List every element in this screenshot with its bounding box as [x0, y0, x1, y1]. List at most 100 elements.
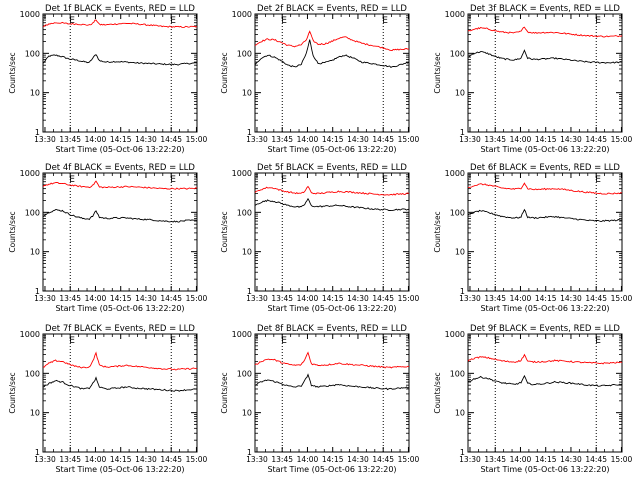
y-tick-label: 10	[242, 248, 252, 257]
x-tick-label: 14:45	[160, 135, 182, 144]
y-tick-label: 1	[35, 448, 40, 457]
x-tick-label: 14:00	[510, 135, 532, 144]
y-tick-label: 100	[25, 208, 40, 217]
events-series-line	[467, 374, 623, 387]
x-tick-label: 14:45	[160, 294, 182, 303]
x-tick-label: 13:30	[34, 135, 56, 144]
y-tick-label: 100	[237, 49, 252, 58]
y-tick-label: 10	[242, 409, 252, 418]
x-tick-label: 13:45	[271, 135, 293, 144]
panel-title: Det 4f BLACK = Events, RED = LLD	[45, 163, 195, 173]
panel-title: Det 1f BLACK = Events, RED = LLD	[45, 4, 195, 14]
plot-frame	[254, 333, 410, 453]
y-axis-label: Counts/sec	[220, 52, 229, 93]
events-series-line	[254, 373, 410, 391]
x-tick-label: 15:00	[398, 455, 420, 464]
x-axis-label: Start Time (05-Oct-06 13:22:20)	[267, 304, 396, 313]
x-tick-label: 14:45	[372, 294, 394, 303]
y-axis-label: Counts/sec	[433, 211, 442, 252]
event-marker-label: E	[281, 336, 287, 346]
y-tick-label: 1000	[20, 169, 40, 178]
x-tick-label: 14:30	[560, 294, 582, 303]
x-tick-label: 14:15	[535, 135, 557, 144]
plot-frame	[42, 333, 198, 453]
x-tick-label: 13:45	[484, 455, 506, 464]
plot-frame	[467, 333, 623, 453]
x-tick-label: 15:00	[611, 135, 633, 144]
y-tick-label: 1	[247, 287, 252, 296]
lld-series-line	[254, 30, 410, 51]
event-marker-label: E	[69, 175, 75, 185]
y-tick-label: 1	[247, 448, 252, 457]
x-tick-label: 14:00	[297, 135, 319, 144]
x-axis-label: Start Time (05-Oct-06 13:22:20)	[55, 304, 184, 313]
y-tick-label: 1	[35, 128, 40, 137]
y-tick-label: 100	[237, 208, 252, 217]
x-tick-label: 14:30	[347, 294, 369, 303]
y-tick-label: 1	[460, 448, 465, 457]
plot-frame	[467, 172, 623, 292]
y-tick-label: 100	[25, 369, 40, 378]
events-series-line	[254, 39, 410, 68]
x-tick-label: 14:15	[322, 294, 344, 303]
x-tick-label: 13:30	[246, 455, 268, 464]
lld-series-line	[467, 182, 623, 195]
x-tick-label: 13:45	[59, 294, 81, 303]
y-tick-label: 1000	[232, 10, 252, 19]
x-tick-label: 15:00	[186, 135, 208, 144]
y-tick-label: 10	[242, 89, 252, 98]
x-tick-label: 13:45	[59, 455, 81, 464]
panel-title: Det 2f BLACK = Events, RED = LLD	[257, 4, 407, 14]
y-axis-label: Counts/sec	[8, 372, 17, 413]
lld-series-line	[42, 351, 198, 371]
y-tick-label: 100	[25, 49, 40, 58]
panel-title: Det 8f BLACK = Events, RED = LLD	[257, 324, 407, 334]
y-tick-label: 10	[455, 248, 465, 257]
x-tick-label: 13:45	[59, 135, 81, 144]
x-tick-label: 14:30	[560, 455, 582, 464]
y-tick-label: 10	[30, 248, 40, 257]
y-axis-label: Counts/sec	[433, 372, 442, 413]
event-marker-label: E	[382, 175, 388, 185]
event-marker-label: E	[494, 16, 500, 26]
x-tick-label: 14:00	[85, 294, 107, 303]
events-series-line	[42, 376, 198, 392]
x-axis-label: Start Time (05-Oct-06 13:22:20)	[267, 465, 396, 474]
panel-title: Det 7f BLACK = Events, RED = LLD	[45, 324, 195, 334]
detector-panel: Det 6f BLACK = Events, RED = LLD 1 10 100 10…	[433, 163, 632, 313]
panel-title: Det 9f BLACK = Events, RED = LLD	[470, 324, 620, 334]
event-marker-label: E	[69, 336, 75, 346]
y-tick-label: 100	[450, 369, 465, 378]
x-tick-label: 14:45	[585, 455, 607, 464]
detector-panel: Det 7f BLACK = Events, RED = LLD 1 10 100 10…	[8, 324, 207, 474]
event-marker-label: E	[382, 16, 388, 26]
x-tick-label: 14:15	[535, 294, 557, 303]
detector-panel: Det 3f BLACK = Events, RED = LLD 1 10 100 10…	[433, 4, 632, 154]
x-tick-label: 15:00	[611, 294, 633, 303]
y-tick-label: 1000	[20, 10, 40, 19]
y-tick-label: 10	[30, 89, 40, 98]
y-tick-label: 100	[450, 49, 465, 58]
x-tick-label: 14:00	[510, 455, 532, 464]
y-tick-label: 100	[450, 208, 465, 217]
y-axis-label: Counts/sec	[8, 52, 17, 93]
x-tick-label: 14:30	[560, 135, 582, 144]
x-tick-label: 15:00	[186, 294, 208, 303]
y-tick-label: 10	[455, 409, 465, 418]
x-tick-label: 14:15	[110, 455, 132, 464]
x-axis-label: Start Time (05-Oct-06 13:22:20)	[480, 304, 609, 313]
events-series-line	[42, 209, 198, 223]
x-tick-label: 13:30	[34, 455, 56, 464]
y-axis-label: Counts/sec	[433, 52, 442, 93]
event-marker-label: E	[281, 16, 287, 26]
plot-frame	[42, 172, 198, 292]
x-tick-label: 14:15	[322, 135, 344, 144]
plot-frame	[254, 172, 410, 292]
events-series-line	[467, 208, 623, 222]
x-tick-label: 13:30	[459, 455, 481, 464]
lld-series-line	[467, 26, 623, 38]
x-tick-label: 15:00	[186, 455, 208, 464]
x-tick-label: 13:45	[271, 455, 293, 464]
detector-panel: Det 8f BLACK = Events, RED = LLD 1 10 100 10…	[220, 324, 419, 474]
x-tick-label: 14:45	[372, 135, 394, 144]
